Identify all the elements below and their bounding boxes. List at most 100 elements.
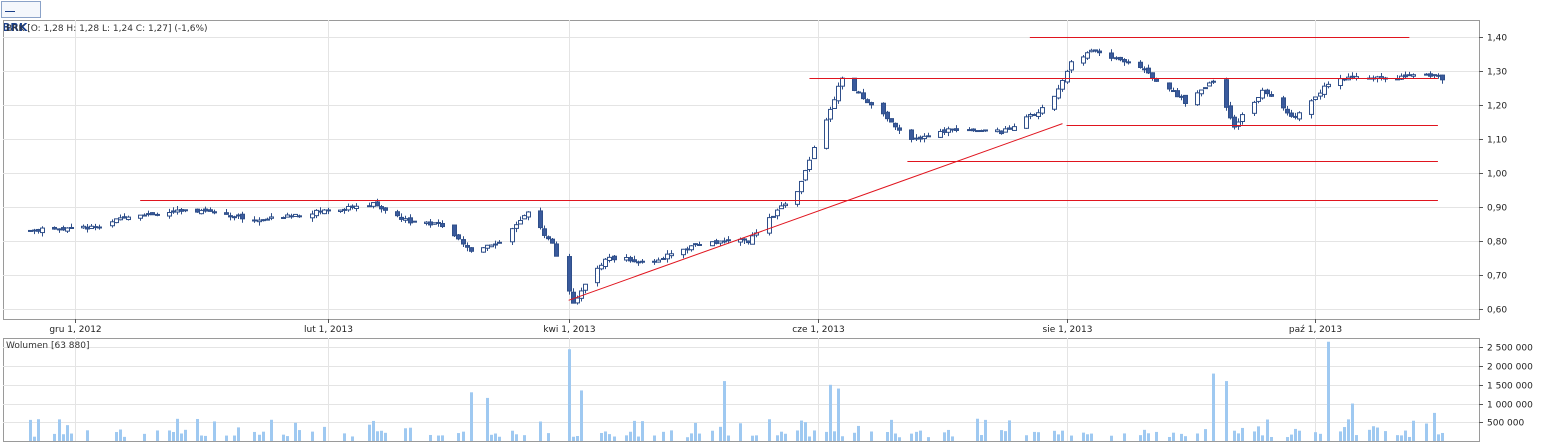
candle-up <box>1260 89 1265 99</box>
candle-down <box>469 247 474 252</box>
candle-down <box>195 208 200 213</box>
candle-up <box>199 209 204 215</box>
date-tick-label: gru 1, 2012 <box>49 325 101 335</box>
price-panel-frame <box>3 20 1480 320</box>
candle-up <box>799 180 804 193</box>
volume-bar <box>698 433 701 441</box>
candle-down <box>1109 52 1114 59</box>
volume-bar <box>1172 432 1175 441</box>
volume-bar <box>180 433 183 441</box>
volume-bar <box>841 436 844 441</box>
date-tick-label: cze 1, 2013 <box>792 325 844 335</box>
candle-up <box>1089 49 1094 53</box>
candle-down <box>252 219 257 222</box>
volume-bar <box>1441 432 1444 441</box>
candle-up <box>432 222 437 225</box>
candle-up <box>685 248 690 251</box>
candle-up <box>926 135 931 138</box>
candle-up <box>367 205 372 208</box>
candle-up <box>310 213 315 219</box>
volume-bar <box>1339 431 1342 441</box>
volume-bar <box>441 435 444 441</box>
volume-bar <box>711 430 714 441</box>
volume-bar <box>1355 435 1358 441</box>
candle-up <box>1012 126 1017 131</box>
candle-down <box>122 216 127 219</box>
volume-bar <box>633 420 636 441</box>
volume-bar <box>262 431 265 441</box>
candle-down <box>1032 114 1037 117</box>
volume-bar <box>490 434 493 441</box>
volume-bar <box>1253 431 1256 441</box>
candle-down <box>179 209 184 212</box>
volume-bar <box>576 435 579 441</box>
candle-down <box>375 201 380 207</box>
candle-down <box>203 208 208 212</box>
volume-bar <box>857 425 860 441</box>
volume-bar <box>796 430 799 441</box>
candle-up <box>575 297 580 304</box>
price-tick-label: 1,40 <box>1487 34 1507 44</box>
candle-up <box>1056 88 1061 99</box>
candle-down <box>1403 74 1408 78</box>
candle-down <box>567 256 572 292</box>
candle-up <box>118 217 123 221</box>
candle-up <box>354 205 359 209</box>
candle-down <box>942 129 947 133</box>
candle-up <box>489 244 494 248</box>
candle-down <box>1179 95 1184 98</box>
volume-bar <box>1270 436 1273 441</box>
volume-bar <box>625 435 628 441</box>
price-tick-label: 0,90 <box>1487 204 1507 214</box>
candle-down <box>240 213 245 220</box>
volume-bar <box>172 431 175 441</box>
candle-down <box>1342 78 1347 81</box>
candle-down <box>1175 90 1180 98</box>
volume-bar <box>1314 432 1317 441</box>
candle-up <box>261 219 266 222</box>
candle-down <box>1007 127 1012 130</box>
volume-bar <box>470 392 473 441</box>
candle-down <box>983 129 988 132</box>
candle-up <box>514 224 519 229</box>
volume-bar <box>233 435 236 441</box>
symbol-tab-label: BRK <box>2 21 28 34</box>
volume-bar <box>298 430 301 441</box>
volume-bar <box>123 436 126 441</box>
candle-up <box>750 235 755 245</box>
candle-up <box>1256 96 1261 102</box>
volume-bar <box>927 437 930 441</box>
volume-bar <box>1212 373 1215 441</box>
volume-bar <box>37 419 40 441</box>
candle-up <box>669 253 674 257</box>
candle-down <box>897 127 902 131</box>
candle-up <box>89 225 94 230</box>
candle-down <box>318 210 323 213</box>
candle-up <box>689 245 694 251</box>
candle-up <box>803 170 808 181</box>
candle-down <box>628 257 633 262</box>
candle-down <box>909 129 914 140</box>
symbol-tab[interactable]: BRK <box>1 1 41 34</box>
candle-down <box>408 217 413 224</box>
volume-bar <box>600 432 603 441</box>
candle-up <box>1395 78 1400 81</box>
volume-bar <box>429 434 432 441</box>
volume-bar <box>910 433 913 441</box>
candle-up <box>1313 96 1318 100</box>
candle-down <box>869 102 874 106</box>
price-tick-label: 0,70 <box>1487 272 1507 282</box>
volume-bar <box>237 427 240 441</box>
volume-bar <box>494 433 497 441</box>
candle-up <box>1199 89 1204 95</box>
candle-up <box>236 214 241 217</box>
candle-down <box>1293 115 1298 118</box>
volume-bar <box>1057 434 1060 441</box>
candle-down <box>1436 74 1441 77</box>
volume-bar <box>604 431 607 441</box>
candle-down <box>726 239 731 242</box>
candle-down <box>861 92 866 100</box>
candle-up <box>824 119 829 149</box>
candle-down <box>1269 94 1274 97</box>
